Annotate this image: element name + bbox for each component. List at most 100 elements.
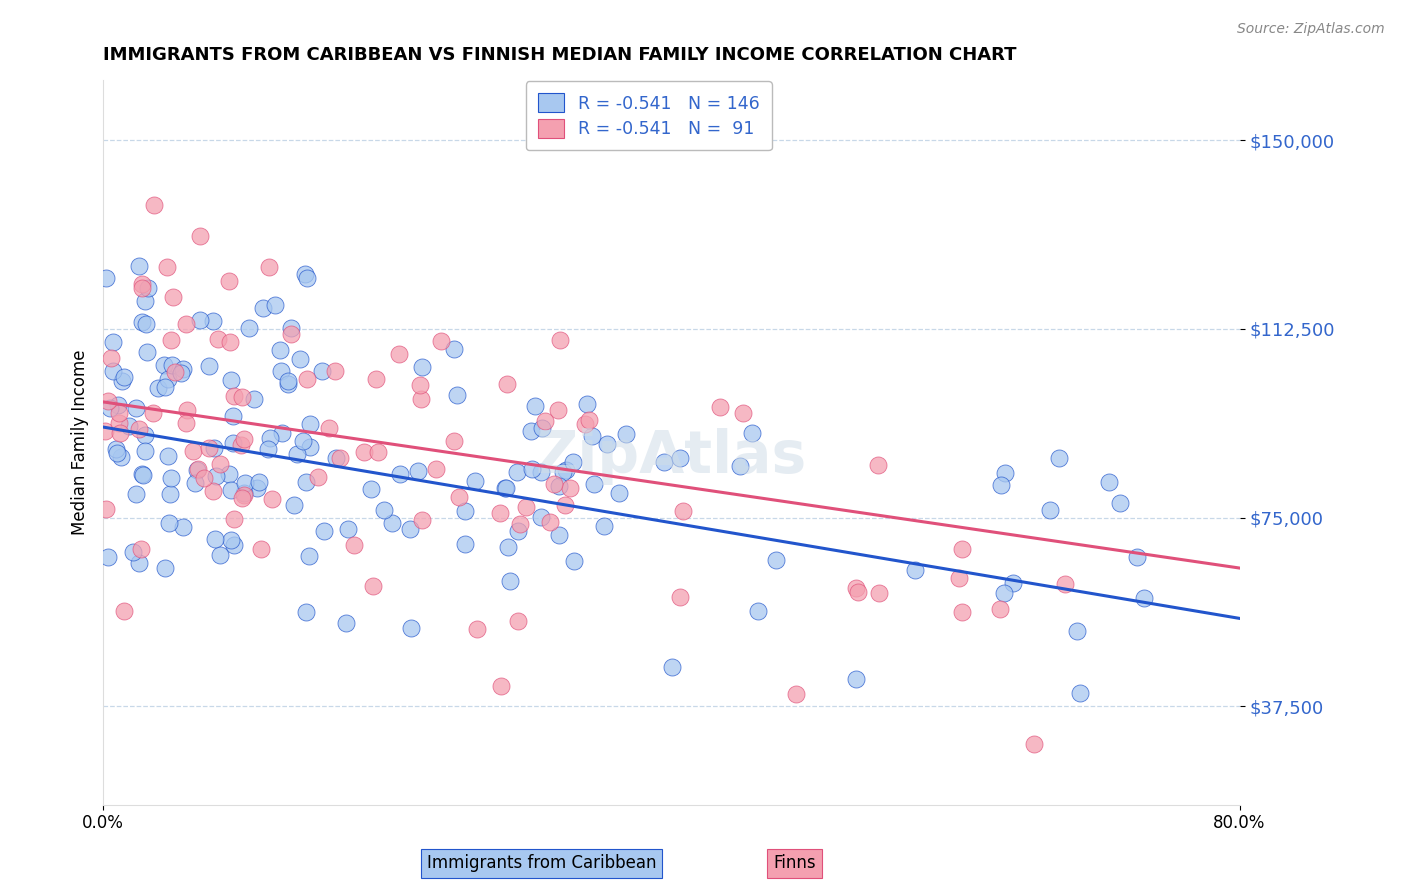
Point: [257, 442, 280, 456]
Point: [495, 481, 517, 495]
Point: [186, 463, 208, 477]
Point: [222, 435, 245, 450]
Point: [176, 317, 198, 331]
Point: [187, 462, 209, 476]
Point: [425, 462, 447, 476]
Point: [269, 343, 291, 358]
Point: [669, 450, 692, 465]
Point: [207, 332, 229, 346]
Point: [159, 333, 181, 347]
Point: [866, 458, 889, 472]
Point: [224, 512, 246, 526]
Point: [135, 317, 157, 331]
Point: [558, 481, 581, 495]
Point: [201, 314, 224, 328]
Point: [238, 321, 260, 335]
Point: [283, 498, 305, 512]
Point: [747, 604, 769, 618]
Point: [162, 358, 184, 372]
Point: [534, 414, 557, 428]
Point: [285, 447, 308, 461]
Point: [135, 345, 157, 359]
Point: [105, 446, 128, 460]
Point: [554, 498, 576, 512]
Point: [449, 491, 471, 505]
Point: [562, 554, 585, 568]
Point: [408, 377, 430, 392]
Point: [548, 528, 571, 542]
Point: [652, 455, 675, 469]
Point: [188, 313, 211, 327]
Point: [1108, 496, 1130, 510]
Point: [846, 584, 869, 599]
Point: [202, 484, 225, 499]
Point: [543, 477, 565, 491]
Point: [97, 394, 120, 409]
Point: [148, 381, 170, 395]
Point: [172, 362, 194, 376]
Point: [298, 417, 321, 431]
Point: [104, 442, 127, 457]
Text: Immigrants from Caribbean: Immigrants from Caribbean: [426, 855, 657, 872]
Point: [121, 545, 143, 559]
Point: [131, 281, 153, 295]
Point: [128, 422, 150, 436]
Point: [96, 549, 118, 564]
Point: [307, 470, 329, 484]
Point: [1097, 475, 1119, 489]
Point: [312, 524, 335, 538]
Point: [93, 424, 115, 438]
Point: [672, 504, 695, 518]
Point: [576, 397, 599, 411]
Point: [596, 437, 619, 451]
Point: [454, 504, 477, 518]
Point: [669, 591, 692, 605]
Point: [247, 475, 270, 489]
Point: [318, 421, 340, 435]
Point: [555, 463, 578, 477]
Point: [134, 293, 156, 308]
Point: [329, 450, 352, 465]
Point: [260, 492, 283, 507]
Point: [112, 369, 135, 384]
Point: [498, 541, 520, 555]
Point: [193, 471, 215, 485]
Point: [411, 392, 433, 406]
Point: [741, 426, 763, 441]
Point: [548, 479, 571, 493]
Point: [176, 416, 198, 430]
Point: [399, 522, 422, 536]
Point: [181, 443, 204, 458]
Point: [494, 481, 516, 495]
Point: [360, 482, 382, 496]
Point: [530, 421, 553, 435]
Point: [128, 259, 150, 273]
Point: [264, 298, 287, 312]
Point: [465, 622, 488, 636]
Point: [522, 461, 544, 475]
Point: [172, 520, 194, 534]
Point: [160, 471, 183, 485]
Point: [294, 605, 316, 619]
Point: [233, 475, 256, 490]
Point: [138, 280, 160, 294]
Point: [159, 486, 181, 500]
Point: [96, 270, 118, 285]
Point: [298, 549, 321, 563]
Point: [298, 441, 321, 455]
Point: [157, 372, 180, 386]
Point: [162, 289, 184, 303]
Point: [246, 482, 269, 496]
Point: [232, 432, 254, 446]
Point: [489, 678, 512, 692]
Point: [430, 334, 453, 348]
Point: [530, 465, 553, 479]
Point: [1125, 550, 1147, 565]
Point: [153, 560, 176, 574]
Point: [950, 605, 973, 619]
Point: [464, 474, 486, 488]
Point: [218, 274, 240, 288]
Point: [607, 486, 630, 500]
Point: [204, 532, 226, 546]
Point: [446, 388, 468, 402]
